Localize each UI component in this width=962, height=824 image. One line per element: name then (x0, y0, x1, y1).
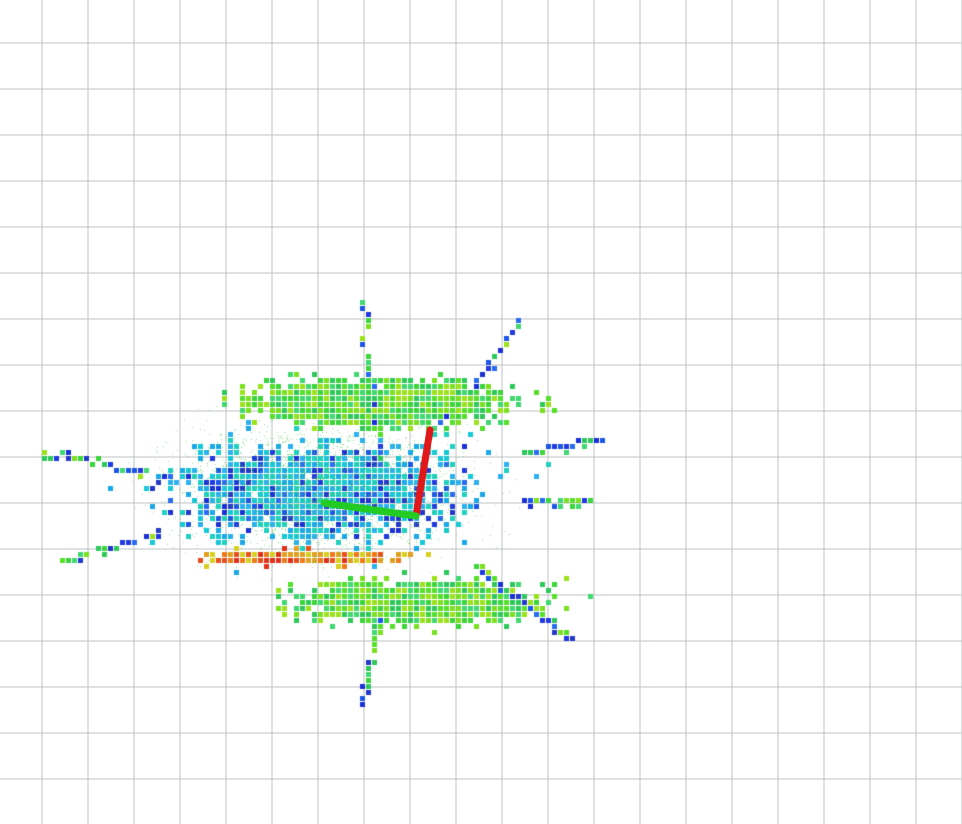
frame-y-axis (320, 499, 420, 520)
frame-x-axis (412, 426, 434, 520)
